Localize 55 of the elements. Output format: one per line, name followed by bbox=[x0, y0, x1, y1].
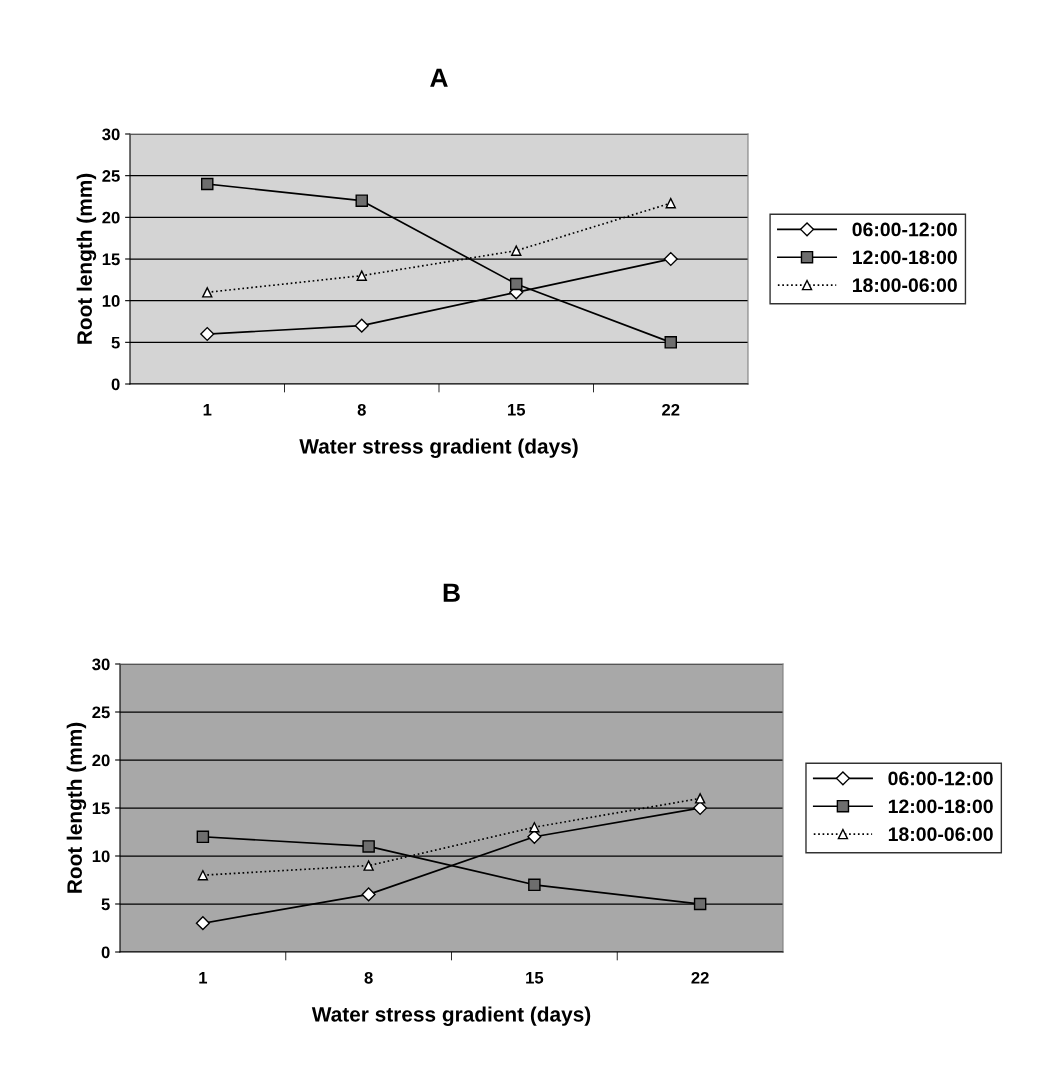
y-tick-label: 25 bbox=[102, 170, 120, 182]
y-tick-label: 10 bbox=[102, 295, 120, 307]
point bbox=[195, 916, 210, 931]
chart-title: A bbox=[430, 68, 448, 87]
point bbox=[363, 860, 374, 871]
y-axis-title: Root length (mm) bbox=[76, 173, 97, 344]
point bbox=[196, 830, 210, 844]
point bbox=[693, 897, 707, 911]
y-tick-label: 30 bbox=[102, 128, 120, 141]
point bbox=[354, 318, 369, 333]
point bbox=[356, 270, 367, 281]
x-tick-label: 1 bbox=[203, 404, 212, 416]
y-tick-label: 25 bbox=[92, 706, 110, 719]
y-tick-label: 0 bbox=[101, 946, 110, 959]
point bbox=[694, 793, 706, 804]
legend-label: 18:00-06:00 bbox=[888, 827, 993, 842]
point bbox=[362, 840, 375, 853]
x-tick-label: 8 bbox=[364, 971, 373, 984]
legend-label: 12:00-18:00 bbox=[888, 799, 993, 814]
y-tick-label: 10 bbox=[92, 850, 110, 863]
y-tick-label: 15 bbox=[92, 802, 110, 815]
y-tick-label: 20 bbox=[92, 754, 110, 767]
point bbox=[664, 336, 678, 349]
point bbox=[202, 287, 213, 298]
point bbox=[197, 869, 209, 881]
point bbox=[355, 194, 369, 207]
legend-label: 12:00-18:00 bbox=[852, 250, 957, 265]
y-tick-label: 5 bbox=[101, 898, 110, 911]
y-tick-label: 30 bbox=[92, 658, 110, 671]
point bbox=[663, 251, 678, 267]
point bbox=[528, 878, 541, 892]
legend-label: 06:00-12:00 bbox=[888, 771, 993, 786]
x-tick-label: 8 bbox=[357, 403, 366, 416]
legend-label: 06:00-12:00 bbox=[852, 222, 957, 237]
point bbox=[665, 197, 676, 209]
x-tick-label: 22 bbox=[662, 403, 680, 416]
point bbox=[200, 326, 215, 342]
x-axis-title: Water stress gradient (days) bbox=[299, 438, 578, 458]
legend-label: 18:00-06:00 bbox=[852, 278, 957, 293]
y-tick-label: 5 bbox=[111, 336, 120, 349]
point bbox=[511, 245, 522, 256]
y-tick-label: 0 bbox=[111, 378, 120, 391]
x-tick-label: 15 bbox=[508, 404, 526, 416]
x-tick-label: 15 bbox=[526, 972, 544, 984]
x-tick-label: 1 bbox=[199, 972, 208, 984]
point bbox=[509, 277, 523, 291]
y-tick-label: 20 bbox=[102, 211, 120, 224]
y-tick-label: 15 bbox=[102, 253, 120, 266]
x-axis-title: Water stress gradient (days) bbox=[311, 1006, 591, 1026]
point bbox=[361, 887, 376, 902]
y-axis-title: Root length (mm) bbox=[66, 722, 87, 893]
x-tick-label: 22 bbox=[691, 971, 709, 984]
chart-title: B bbox=[443, 583, 460, 602]
point bbox=[529, 821, 540, 833]
point bbox=[200, 177, 214, 191]
